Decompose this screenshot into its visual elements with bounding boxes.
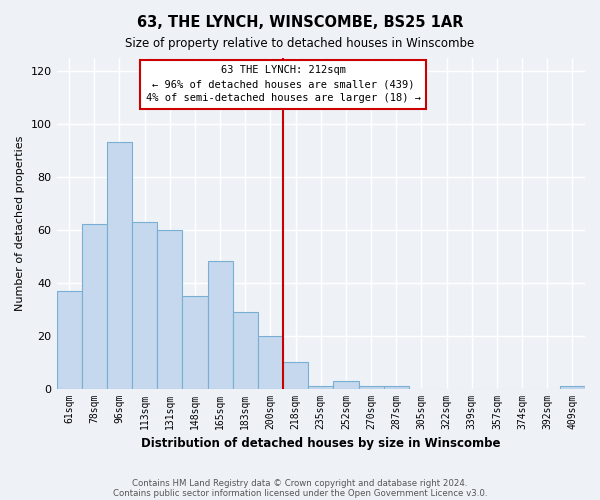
Bar bbox=[359, 386, 383, 388]
Bar bbox=[208, 262, 233, 388]
Text: Contains public sector information licensed under the Open Government Licence v3: Contains public sector information licen… bbox=[113, 490, 487, 498]
Bar bbox=[132, 222, 157, 388]
Text: Contains HM Land Registry data © Crown copyright and database right 2024.: Contains HM Land Registry data © Crown c… bbox=[132, 478, 468, 488]
Bar bbox=[560, 386, 585, 388]
Text: 63 THE LYNCH: 212sqm
← 96% of detached houses are smaller (439)
4% of semi-detac: 63 THE LYNCH: 212sqm ← 96% of detached h… bbox=[146, 66, 421, 104]
Bar bbox=[82, 224, 107, 388]
Text: Size of property relative to detached houses in Winscombe: Size of property relative to detached ho… bbox=[125, 38, 475, 51]
Bar bbox=[157, 230, 182, 388]
Text: 63, THE LYNCH, WINSCOMBE, BS25 1AR: 63, THE LYNCH, WINSCOMBE, BS25 1AR bbox=[137, 15, 463, 30]
Bar bbox=[283, 362, 308, 388]
Bar bbox=[56, 290, 82, 388]
Bar bbox=[182, 296, 208, 388]
X-axis label: Distribution of detached houses by size in Winscombe: Distribution of detached houses by size … bbox=[141, 437, 500, 450]
Bar bbox=[107, 142, 132, 388]
Bar bbox=[233, 312, 258, 388]
Bar bbox=[383, 386, 409, 388]
Bar bbox=[308, 386, 334, 388]
Y-axis label: Number of detached properties: Number of detached properties bbox=[15, 136, 25, 310]
Bar bbox=[334, 380, 359, 388]
Bar bbox=[258, 336, 283, 388]
